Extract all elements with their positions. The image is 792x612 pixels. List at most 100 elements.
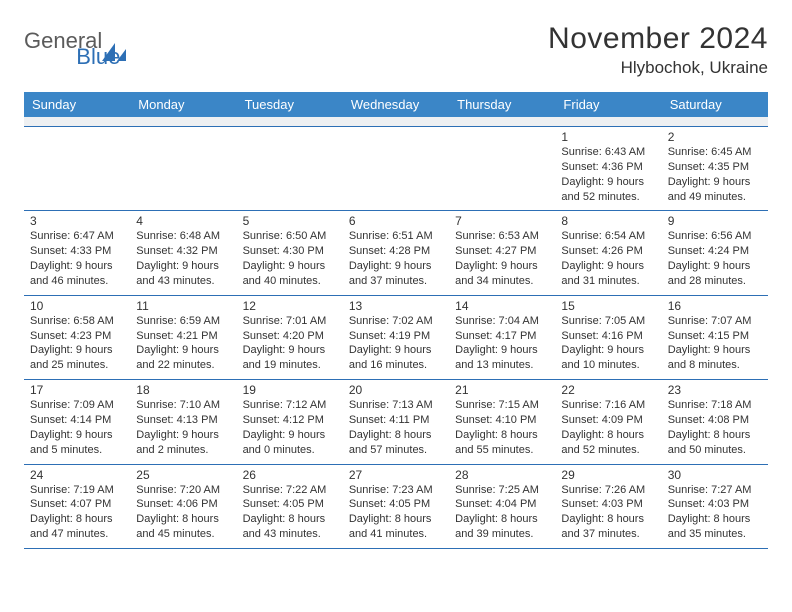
header: General Blue November 2024 Hlybochok, Uk… — [24, 22, 768, 78]
sunrise-text: Sunrise: 7:10 AM — [136, 398, 230, 413]
day-number: 10 — [30, 299, 124, 313]
sunrise-text: Sunrise: 6:48 AM — [136, 229, 230, 244]
day-cell: 11Sunrise: 6:59 AMSunset: 4:21 PMDayligh… — [130, 296, 236, 379]
day-number: 6 — [349, 214, 443, 228]
sunset-text: Sunset: 4:24 PM — [668, 244, 762, 259]
day-cell: 23Sunrise: 7:18 AMSunset: 4:08 PMDayligh… — [662, 380, 768, 463]
daylight-text: Daylight: 9 hours and 37 minutes. — [349, 259, 443, 289]
daylight-text: Daylight: 8 hours and 52 minutes. — [561, 428, 655, 458]
sunset-text: Sunset: 4:09 PM — [561, 413, 655, 428]
weekday-header: Friday — [555, 92, 661, 117]
day-cell: 9Sunrise: 6:56 AMSunset: 4:24 PMDaylight… — [662, 211, 768, 294]
day-number: 17 — [30, 383, 124, 397]
sunset-text: Sunset: 4:26 PM — [561, 244, 655, 259]
day-cell: 3Sunrise: 6:47 AMSunset: 4:33 PMDaylight… — [24, 211, 130, 294]
sunset-text: Sunset: 4:27 PM — [455, 244, 549, 259]
day-cell: 18Sunrise: 7:10 AMSunset: 4:13 PMDayligh… — [130, 380, 236, 463]
empty-cell — [343, 127, 449, 210]
sunset-text: Sunset: 4:06 PM — [136, 497, 230, 512]
day-number: 12 — [243, 299, 337, 313]
daylight-text: Daylight: 9 hours and 43 minutes. — [136, 259, 230, 289]
day-cell: 20Sunrise: 7:13 AMSunset: 4:11 PMDayligh… — [343, 380, 449, 463]
calendar-page: General Blue November 2024 Hlybochok, Uk… — [0, 0, 792, 549]
daylight-text: Daylight: 8 hours and 37 minutes. — [561, 512, 655, 542]
month-title: November 2024 — [548, 22, 768, 56]
daylight-text: Daylight: 9 hours and 52 minutes. — [561, 175, 655, 205]
day-number: 5 — [243, 214, 337, 228]
day-number: 23 — [668, 383, 762, 397]
daylight-text: Daylight: 8 hours and 50 minutes. — [668, 428, 762, 458]
day-cell: 22Sunrise: 7:16 AMSunset: 4:09 PMDayligh… — [555, 380, 661, 463]
sunset-text: Sunset: 4:30 PM — [243, 244, 337, 259]
sunset-text: Sunset: 4:07 PM — [30, 497, 124, 512]
sunrise-text: Sunrise: 7:25 AM — [455, 483, 549, 498]
weekday-header: Monday — [130, 92, 236, 117]
sunrise-text: Sunrise: 6:58 AM — [30, 314, 124, 329]
day-cell: 19Sunrise: 7:12 AMSunset: 4:12 PMDayligh… — [237, 380, 343, 463]
weekday-header: Saturday — [662, 92, 768, 117]
day-number: 24 — [30, 468, 124, 482]
daylight-text: Daylight: 8 hours and 39 minutes. — [455, 512, 549, 542]
day-cell: 4Sunrise: 6:48 AMSunset: 4:32 PMDaylight… — [130, 211, 236, 294]
day-number: 3 — [30, 214, 124, 228]
daylight-text: Daylight: 9 hours and 49 minutes. — [668, 175, 762, 205]
daylight-text: Daylight: 8 hours and 45 minutes. — [136, 512, 230, 542]
day-cell: 29Sunrise: 7:26 AMSunset: 4:03 PMDayligh… — [555, 465, 661, 548]
sunrise-text: Sunrise: 7:13 AM — [349, 398, 443, 413]
day-number: 1 — [561, 130, 655, 144]
day-cell: 7Sunrise: 6:53 AMSunset: 4:27 PMDaylight… — [449, 211, 555, 294]
sunrise-text: Sunrise: 7:04 AM — [455, 314, 549, 329]
daylight-text: Daylight: 9 hours and 40 minutes. — [243, 259, 337, 289]
day-cell: 30Sunrise: 7:27 AMSunset: 4:03 PMDayligh… — [662, 465, 768, 548]
weeks-container: 1Sunrise: 6:43 AMSunset: 4:36 PMDaylight… — [24, 127, 768, 549]
week-row: 17Sunrise: 7:09 AMSunset: 4:14 PMDayligh… — [24, 380, 768, 464]
sunset-text: Sunset: 4:14 PM — [30, 413, 124, 428]
sunset-text: Sunset: 4:04 PM — [455, 497, 549, 512]
daylight-text: Daylight: 9 hours and 22 minutes. — [136, 343, 230, 373]
sunset-text: Sunset: 4:35 PM — [668, 160, 762, 175]
sunrise-text: Sunrise: 7:19 AM — [30, 483, 124, 498]
week-row: 10Sunrise: 6:58 AMSunset: 4:23 PMDayligh… — [24, 296, 768, 380]
daylight-text: Daylight: 8 hours and 47 minutes. — [30, 512, 124, 542]
daylight-text: Daylight: 9 hours and 8 minutes. — [668, 343, 762, 373]
sunrise-text: Sunrise: 7:12 AM — [243, 398, 337, 413]
sunset-text: Sunset: 4:36 PM — [561, 160, 655, 175]
daylight-text: Daylight: 9 hours and 0 minutes. — [243, 428, 337, 458]
sunrise-text: Sunrise: 7:15 AM — [455, 398, 549, 413]
sunrise-text: Sunrise: 7:05 AM — [561, 314, 655, 329]
daylight-text: Daylight: 9 hours and 5 minutes. — [30, 428, 124, 458]
day-cell: 1Sunrise: 6:43 AMSunset: 4:36 PMDaylight… — [555, 127, 661, 210]
sunset-text: Sunset: 4:12 PM — [243, 413, 337, 428]
day-cell: 5Sunrise: 6:50 AMSunset: 4:30 PMDaylight… — [237, 211, 343, 294]
location-label: Hlybochok, Ukraine — [548, 58, 768, 78]
sunrise-text: Sunrise: 6:51 AM — [349, 229, 443, 244]
daylight-text: Daylight: 9 hours and 19 minutes. — [243, 343, 337, 373]
daylight-text: Daylight: 8 hours and 35 minutes. — [668, 512, 762, 542]
sunrise-text: Sunrise: 6:50 AM — [243, 229, 337, 244]
sunrise-text: Sunrise: 6:59 AM — [136, 314, 230, 329]
empty-cell — [24, 127, 130, 210]
day-number: 22 — [561, 383, 655, 397]
sunrise-text: Sunrise: 7:23 AM — [349, 483, 443, 498]
sunset-text: Sunset: 4:03 PM — [668, 497, 762, 512]
daylight-text: Daylight: 9 hours and 16 minutes. — [349, 343, 443, 373]
weekday-header: Wednesday — [343, 92, 449, 117]
day-number: 27 — [349, 468, 443, 482]
day-number: 20 — [349, 383, 443, 397]
day-cell: 6Sunrise: 6:51 AMSunset: 4:28 PMDaylight… — [343, 211, 449, 294]
sunrise-text: Sunrise: 7:01 AM — [243, 314, 337, 329]
day-number: 13 — [349, 299, 443, 313]
day-number: 15 — [561, 299, 655, 313]
day-number: 14 — [455, 299, 549, 313]
daylight-text: Daylight: 9 hours and 25 minutes. — [30, 343, 124, 373]
day-number: 21 — [455, 383, 549, 397]
day-number: 4 — [136, 214, 230, 228]
weekday-header: Sunday — [24, 92, 130, 117]
daylight-text: Daylight: 9 hours and 28 minutes. — [668, 259, 762, 289]
day-cell: 25Sunrise: 7:20 AMSunset: 4:06 PMDayligh… — [130, 465, 236, 548]
day-number: 2 — [668, 130, 762, 144]
sunrise-text: Sunrise: 6:53 AM — [455, 229, 549, 244]
sunset-text: Sunset: 4:19 PM — [349, 329, 443, 344]
day-cell: 24Sunrise: 7:19 AMSunset: 4:07 PMDayligh… — [24, 465, 130, 548]
day-number: 8 — [561, 214, 655, 228]
